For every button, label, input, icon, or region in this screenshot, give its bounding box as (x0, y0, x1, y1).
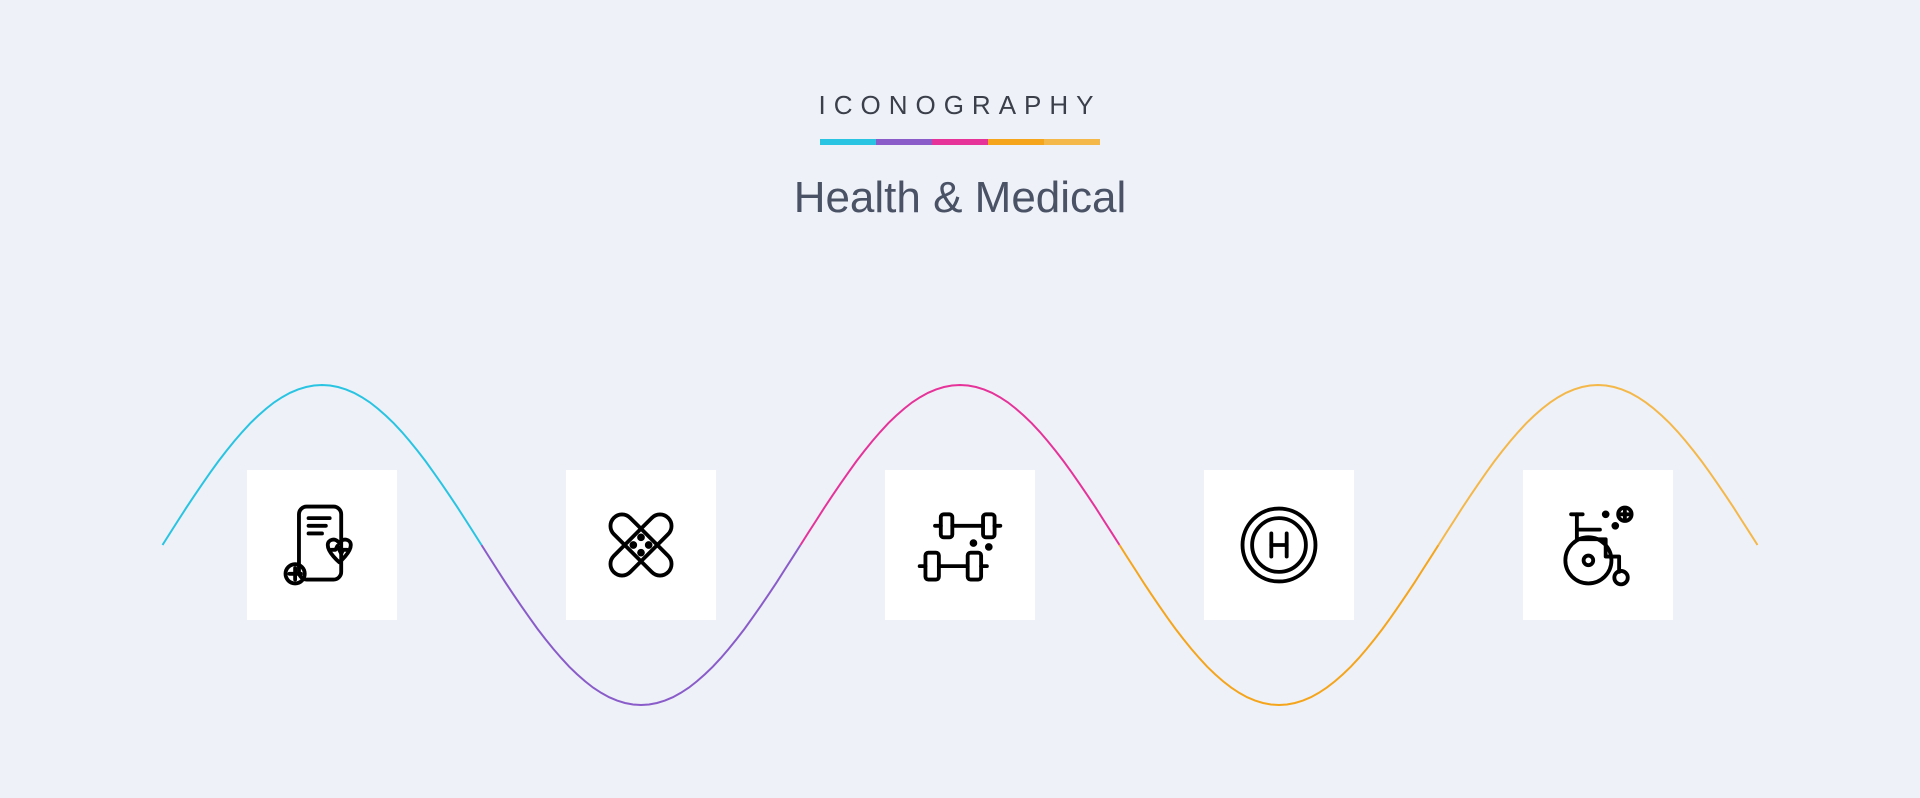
icon-card-bandage (566, 470, 716, 620)
icon-card-hospital-sign (1204, 470, 1354, 620)
hospital-sign-icon (1231, 497, 1327, 593)
wheelchair-icon (1550, 497, 1646, 593)
swatch-4 (988, 139, 1044, 145)
swatch-1 (820, 139, 876, 145)
page-title: Health & Medical (0, 173, 1920, 223)
header: ICONOGRAPHY Health & Medical (0, 0, 1920, 223)
swatch-2 (876, 139, 932, 145)
dumbbell-icon (912, 497, 1008, 593)
bandage-icon (593, 497, 689, 593)
icon-card-mobile-health (247, 470, 397, 620)
swatch-5 (1044, 139, 1100, 145)
swatch-3 (932, 139, 988, 145)
color-swatches (0, 139, 1920, 145)
brand-label: ICONOGRAPHY (0, 90, 1920, 121)
mobile-health-icon (274, 497, 370, 593)
icon-card-wheelchair (1523, 470, 1673, 620)
icon-card-dumbbell (885, 470, 1035, 620)
